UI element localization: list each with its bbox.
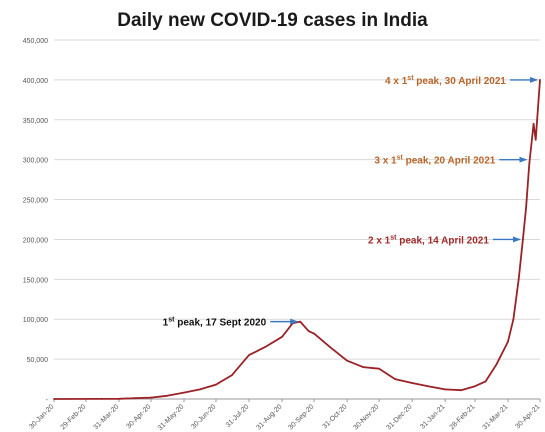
data-point: [427, 385, 429, 388]
data-point: [378, 367, 380, 370]
data-point: [329, 346, 331, 349]
x-tick-label: 31-Dec-20: [385, 403, 413, 431]
y-tick-label: 350,000: [23, 118, 48, 125]
data-point: [134, 397, 136, 400]
data-point: [507, 340, 509, 343]
y-tick-label: 400,000: [23, 78, 48, 85]
x-tick-label: 30-Nov-20: [352, 403, 380, 431]
data-point: [528, 162, 531, 165]
y-tick-label: 150,000: [23, 277, 48, 284]
data-point: [291, 322, 294, 325]
data-point: [101, 398, 103, 400]
data-point: [512, 318, 515, 321]
data-point: [231, 374, 233, 376]
x-tick-label: 29-Feb-20: [60, 403, 88, 431]
annotation-label: 1st peak, 17 Sept 2020: [163, 317, 267, 329]
x-tick-label: 30-Jan-20: [28, 403, 55, 430]
data-point: [150, 396, 152, 399]
data-point: [495, 363, 498, 366]
x-tick-label: 31-Mar-21: [482, 403, 510, 431]
data-point: [525, 206, 528, 209]
annotation-label: 4 x 1st peak, 30 April 2021: [385, 75, 506, 87]
x-tick-label: 31-Aug-20: [255, 403, 283, 431]
y-tick-label: 100,000: [23, 317, 48, 324]
y-tick-label: 200,000: [23, 237, 48, 244]
data-point: [53, 398, 55, 400]
data-point: [215, 383, 217, 386]
data-point: [264, 346, 266, 349]
data-point: [532, 122, 535, 125]
data-point: [313, 332, 315, 335]
y-tick-label: 300,000: [23, 158, 48, 165]
data-point: [484, 380, 487, 383]
data-point: [444, 388, 447, 391]
data-point: [199, 388, 201, 391]
data-point: [539, 78, 541, 81]
data-point: [281, 335, 283, 338]
data-point: [248, 354, 250, 357]
data-point: [346, 359, 348, 362]
x-tick-label: 28-Feb-21: [449, 403, 477, 431]
x-tick-label: 30-Apr-20: [125, 403, 152, 430]
annotation-label: 3 x 1st peak, 20 April 2021: [374, 155, 495, 167]
data-point: [474, 385, 476, 388]
y-tick-label: 450,000: [23, 38, 48, 45]
data-point: [534, 138, 537, 141]
data-point: [362, 366, 364, 368]
chart-title: Daily new COVID-19 cases in India: [117, 10, 428, 31]
data-point: [118, 397, 120, 400]
data-point: [411, 382, 414, 384]
x-tick-label: 31-Oct-20: [322, 403, 349, 430]
x-tick-label: 31-Jan-21: [419, 403, 446, 430]
series-line: [53, 79, 541, 400]
x-tick-label: 30-Sep-20: [287, 403, 315, 431]
data-point: [522, 238, 524, 241]
y-tick-label: 250,000: [23, 198, 48, 205]
y-tick-label: -: [46, 397, 49, 404]
data-point: [517, 278, 520, 281]
y-tick-label: 50,000: [27, 357, 49, 364]
x-tick-label: 30-Apr-21: [514, 403, 541, 430]
data-point: [166, 394, 168, 397]
data-point: [183, 391, 185, 394]
data-point: [460, 389, 463, 392]
annotation-label: 2 x 1st peak, 14 April 2021: [368, 234, 489, 246]
data-point: [299, 320, 302, 323]
x-tick-label: 31-Jul-20: [225, 403, 251, 429]
data-point: [307, 330, 310, 333]
data-point: [394, 378, 396, 380]
x-tick-label: 31-Mar-20: [93, 403, 121, 431]
x-tick-label: 31-May-20: [157, 403, 186, 432]
x-tick-label: 30-Jun-20: [190, 403, 217, 430]
